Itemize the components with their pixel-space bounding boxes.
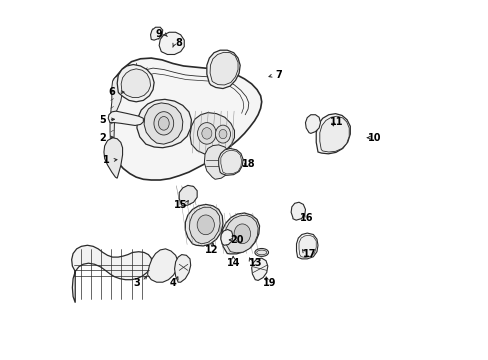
Ellipse shape bbox=[202, 128, 211, 139]
Text: 4: 4 bbox=[169, 278, 176, 288]
Polygon shape bbox=[185, 204, 223, 246]
Polygon shape bbox=[72, 245, 152, 303]
Polygon shape bbox=[150, 27, 163, 40]
Text: 2: 2 bbox=[99, 133, 105, 143]
Polygon shape bbox=[218, 148, 243, 175]
Ellipse shape bbox=[197, 123, 216, 144]
Polygon shape bbox=[174, 255, 190, 282]
Polygon shape bbox=[189, 207, 220, 244]
Text: 16: 16 bbox=[299, 213, 313, 222]
Polygon shape bbox=[319, 116, 348, 152]
Polygon shape bbox=[112, 58, 261, 180]
Polygon shape bbox=[316, 114, 349, 154]
Text: 11: 11 bbox=[329, 117, 343, 127]
Polygon shape bbox=[298, 235, 316, 257]
Polygon shape bbox=[147, 249, 178, 282]
Polygon shape bbox=[117, 64, 154, 102]
Text: 18: 18 bbox=[242, 159, 255, 169]
Polygon shape bbox=[206, 50, 240, 89]
Polygon shape bbox=[221, 229, 233, 245]
Ellipse shape bbox=[219, 130, 226, 139]
Text: 1: 1 bbox=[103, 155, 110, 165]
Polygon shape bbox=[144, 103, 183, 144]
Polygon shape bbox=[179, 185, 197, 206]
Text: 6: 6 bbox=[108, 87, 115, 97]
Ellipse shape bbox=[234, 224, 250, 244]
Polygon shape bbox=[290, 202, 305, 220]
Ellipse shape bbox=[158, 117, 169, 130]
Polygon shape bbox=[221, 150, 241, 174]
Text: 9: 9 bbox=[156, 29, 162, 39]
Polygon shape bbox=[110, 75, 123, 152]
Polygon shape bbox=[210, 52, 238, 85]
Ellipse shape bbox=[215, 125, 230, 143]
Text: 15: 15 bbox=[174, 200, 187, 210]
Polygon shape bbox=[305, 115, 320, 134]
Polygon shape bbox=[296, 233, 317, 259]
Ellipse shape bbox=[256, 250, 266, 255]
Text: 3: 3 bbox=[133, 278, 140, 288]
Text: 7: 7 bbox=[275, 70, 282, 80]
Polygon shape bbox=[159, 32, 184, 54]
Text: 20: 20 bbox=[229, 235, 243, 245]
Polygon shape bbox=[108, 111, 143, 126]
Polygon shape bbox=[190, 113, 234, 155]
Text: 8: 8 bbox=[175, 38, 183, 48]
Polygon shape bbox=[137, 99, 191, 148]
Polygon shape bbox=[224, 215, 258, 253]
Text: 17: 17 bbox=[303, 249, 316, 259]
Polygon shape bbox=[121, 69, 150, 98]
Ellipse shape bbox=[154, 112, 173, 135]
Polygon shape bbox=[221, 213, 259, 254]
Text: 5: 5 bbox=[99, 115, 105, 125]
Text: 10: 10 bbox=[367, 133, 380, 143]
Ellipse shape bbox=[254, 248, 268, 256]
Text: 14: 14 bbox=[226, 258, 240, 268]
Ellipse shape bbox=[197, 215, 214, 235]
Polygon shape bbox=[204, 145, 231, 179]
Text: 12: 12 bbox=[204, 245, 218, 255]
Text: 13: 13 bbox=[248, 258, 262, 268]
Polygon shape bbox=[251, 258, 267, 280]
Text: 19: 19 bbox=[263, 278, 276, 288]
Polygon shape bbox=[104, 138, 122, 178]
